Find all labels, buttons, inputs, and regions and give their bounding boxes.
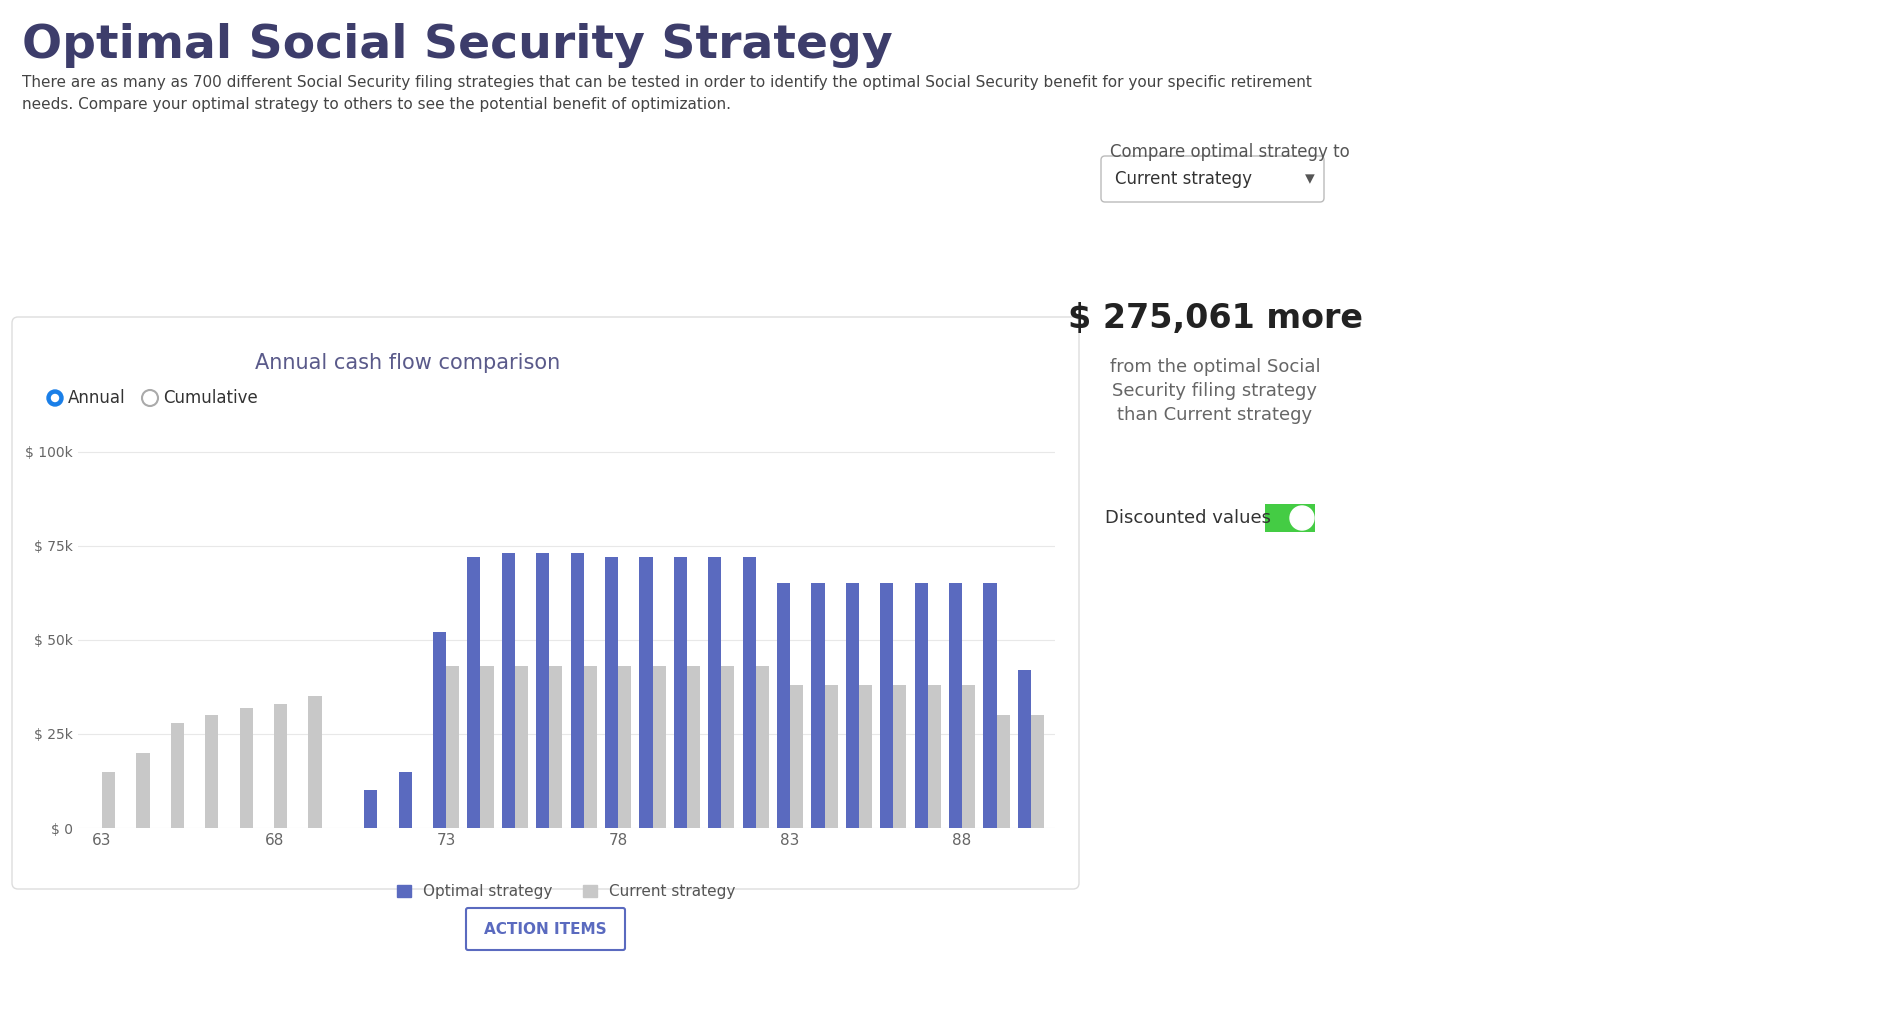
FancyBboxPatch shape: [11, 317, 1079, 889]
Text: needs. Compare your optimal strategy to others to see the potential benefit of o: needs. Compare your optimal strategy to …: [23, 97, 730, 112]
FancyBboxPatch shape: [1100, 156, 1325, 202]
Bar: [777, 583, 791, 828]
Bar: [653, 667, 666, 828]
Bar: [570, 553, 583, 828]
Text: ACTION ITEMS: ACTION ITEMS: [485, 922, 608, 936]
Bar: [1030, 715, 1044, 828]
Bar: [583, 667, 596, 828]
Circle shape: [47, 390, 62, 406]
Text: Optimal Social Security Strategy: Optimal Social Security Strategy: [23, 23, 893, 68]
Legend: Optimal strategy, Current strategy: Optimal strategy, Current strategy: [398, 884, 736, 900]
Bar: [172, 722, 183, 828]
Bar: [996, 715, 1010, 828]
Bar: [536, 553, 549, 828]
Bar: [859, 685, 872, 828]
Bar: [468, 557, 481, 828]
Text: Discounted values: Discounted values: [1106, 509, 1272, 527]
Bar: [915, 583, 928, 828]
FancyBboxPatch shape: [466, 908, 625, 950]
Bar: [619, 667, 630, 828]
Text: Current strategy: Current strategy: [1115, 170, 1251, 188]
Text: from the optimal Social: from the optimal Social: [1110, 358, 1321, 376]
Text: Annual cash flow comparison: Annual cash flow comparison: [255, 353, 560, 373]
Bar: [136, 753, 149, 828]
Bar: [1017, 670, 1030, 828]
Text: Annual: Annual: [68, 389, 126, 407]
Text: Cumulative: Cumulative: [162, 389, 259, 407]
Bar: [308, 696, 321, 828]
Text: ▾: ▾: [1306, 169, 1315, 188]
Bar: [481, 667, 494, 828]
Bar: [949, 583, 962, 828]
Bar: [640, 557, 653, 828]
Bar: [893, 685, 906, 828]
Bar: [962, 685, 976, 828]
Bar: [445, 667, 459, 828]
Bar: [721, 667, 734, 828]
Text: than Current strategy: than Current strategy: [1117, 406, 1313, 424]
Bar: [845, 583, 859, 828]
Bar: [515, 667, 528, 828]
Bar: [240, 708, 253, 828]
Bar: [432, 632, 445, 828]
Bar: [825, 685, 838, 828]
Text: Compare optimal strategy to: Compare optimal strategy to: [1110, 143, 1349, 161]
FancyBboxPatch shape: [1264, 504, 1315, 532]
Bar: [502, 553, 515, 828]
Bar: [549, 667, 562, 828]
Circle shape: [1291, 506, 1313, 530]
Bar: [708, 557, 721, 828]
Text: Security filing strategy: Security filing strategy: [1113, 382, 1317, 400]
Bar: [364, 790, 377, 828]
Bar: [274, 704, 287, 828]
Bar: [398, 772, 411, 828]
Bar: [743, 557, 755, 828]
Bar: [674, 557, 687, 828]
Text: There are as many as 700 different Social Security filing strategies that can be: There are as many as 700 different Socia…: [23, 75, 1311, 90]
Bar: [928, 685, 942, 828]
Text: $ 275,061 more: $ 275,061 more: [1068, 302, 1362, 334]
Bar: [687, 667, 700, 828]
Bar: [606, 557, 619, 828]
Bar: [983, 583, 996, 828]
Bar: [206, 715, 219, 828]
Bar: [102, 772, 115, 828]
Circle shape: [142, 390, 159, 406]
Bar: [791, 685, 804, 828]
Bar: [755, 667, 768, 828]
Bar: [811, 583, 825, 828]
Circle shape: [51, 394, 58, 401]
Bar: [879, 583, 893, 828]
